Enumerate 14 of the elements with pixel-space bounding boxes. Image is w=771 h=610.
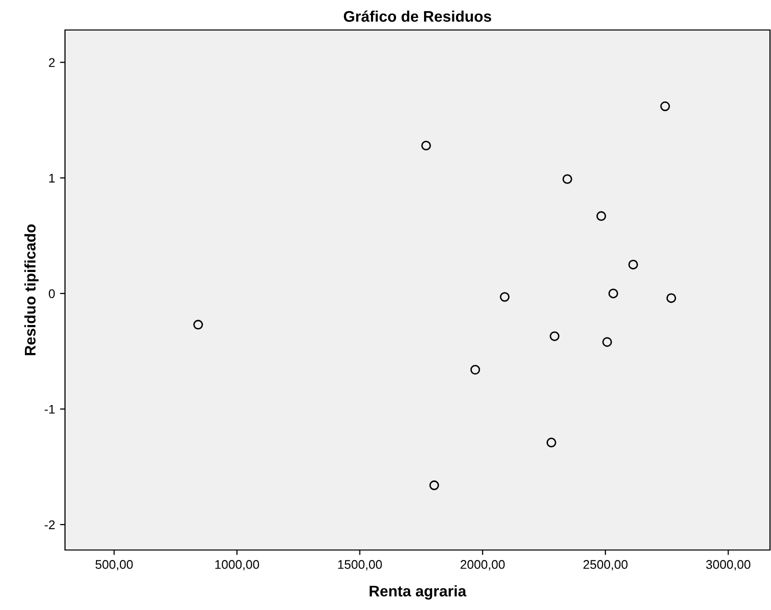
x-tick-label: 3000,00 xyxy=(706,560,750,570)
x-tick-label: 1000,00 xyxy=(215,560,260,570)
y-tick-label: 0 xyxy=(48,289,55,298)
x-tick-label: 1500,00 xyxy=(338,560,382,570)
chart-title: Gráfico de Residuos xyxy=(344,10,492,22)
x-tick-label: 500,00 xyxy=(96,560,133,570)
x-tick-label: 2000,00 xyxy=(460,560,505,570)
y-tick-label: 2 xyxy=(48,58,55,67)
y-axis-title: Residuo tipificado xyxy=(24,224,39,356)
y-tick-label: 1 xyxy=(49,174,55,182)
x-tick-label: 2500,00 xyxy=(583,560,628,570)
y-tick-label: -2 xyxy=(44,520,55,530)
x-axis-title: Renta agraria xyxy=(370,585,466,600)
y-tick-label: -1 xyxy=(44,404,55,414)
